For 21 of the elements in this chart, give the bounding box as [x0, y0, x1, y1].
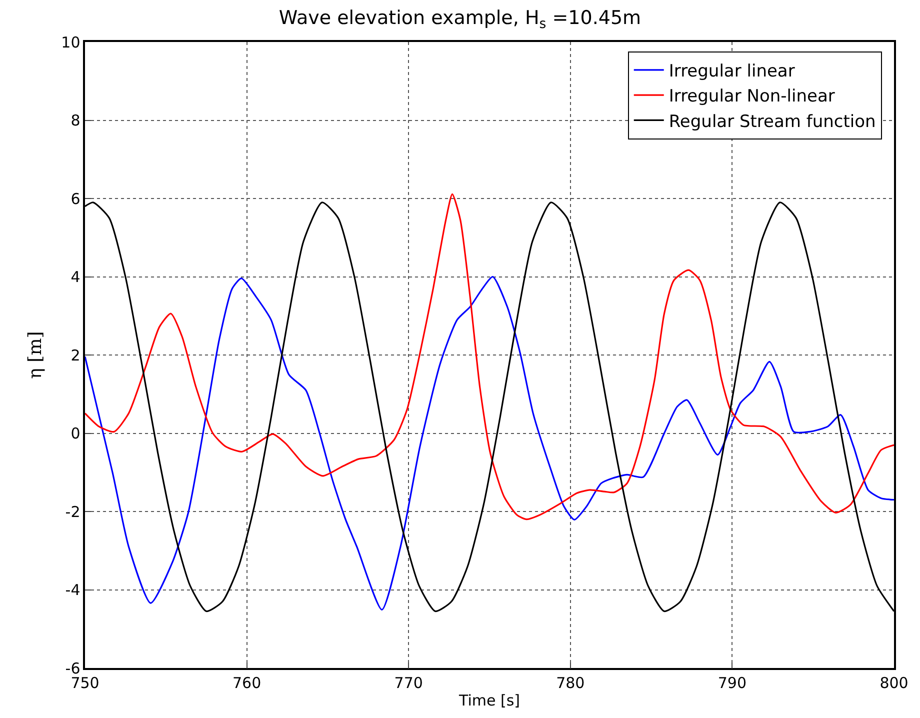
legend-label: Irregular linear: [668, 62, 795, 82]
y-tick-label: 6: [70, 190, 80, 208]
x-tick-label: 780: [556, 674, 585, 692]
y-tick-label: -2: [65, 502, 80, 521]
legend-label: Regular Stream function: [668, 112, 876, 132]
y-tick-label: 8: [70, 112, 80, 130]
y-tick-label: 2: [70, 346, 80, 364]
x-tick-label: 790: [718, 674, 747, 692]
line-series: [85, 276, 894, 610]
y-tick-label: 0: [70, 424, 80, 442]
y-axis-title: η [m]: [24, 331, 46, 379]
y-tick-label: 10: [61, 33, 80, 52]
x-tick-label: 800: [880, 674, 908, 692]
x-axis-title: Time [s]: [458, 691, 520, 710]
line-series: [85, 193, 894, 520]
legend-label: Irregular Non-linear: [668, 86, 835, 107]
y-tick-label: 4: [70, 268, 80, 286]
x-tick-label: 760: [232, 674, 262, 692]
x-tick-label: 770: [394, 674, 423, 692]
y-tick-label: -4: [65, 581, 80, 599]
chart-title: Wave elevation example, H$_{s}$ =10.45m: [278, 7, 642, 32]
